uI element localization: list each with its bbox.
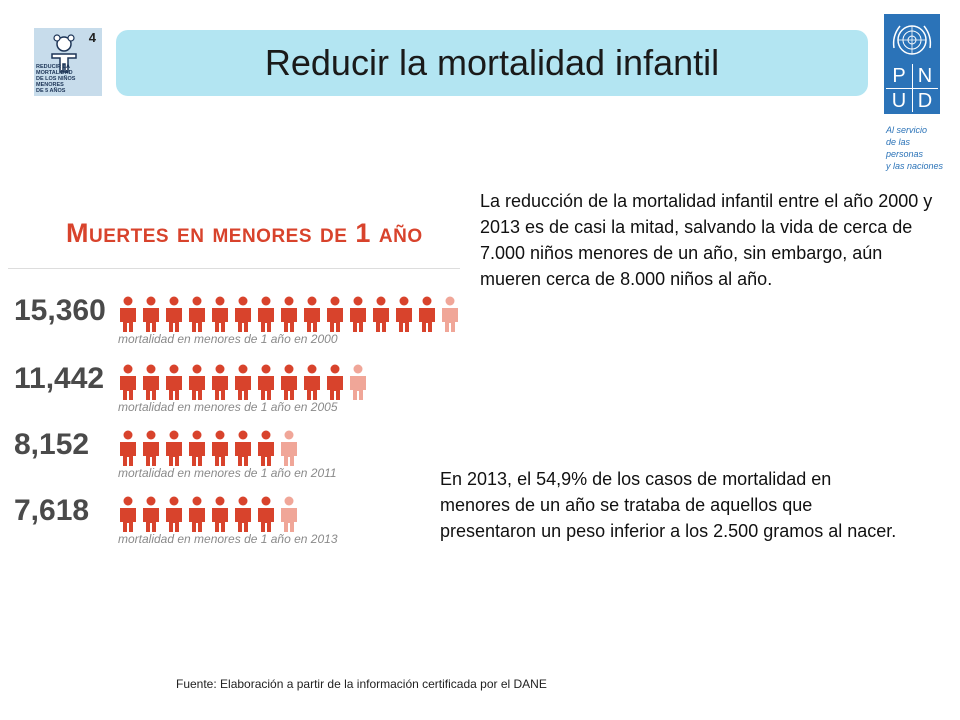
person-icon bbox=[258, 430, 274, 466]
person-icon bbox=[350, 364, 366, 400]
person-icon bbox=[373, 296, 389, 332]
people-figures bbox=[120, 496, 297, 532]
person-icon bbox=[212, 430, 228, 466]
pnud-tagline: Al servicio de las personas y las nacion… bbox=[886, 125, 944, 171]
person-icon bbox=[166, 296, 182, 332]
person-icon bbox=[166, 430, 182, 466]
people-figures bbox=[120, 430, 297, 466]
stat-row-2013: 7,618 mortalidad en menores de 1 año en … bbox=[14, 494, 454, 554]
people-figures bbox=[120, 296, 458, 332]
pnud-letter-n: N bbox=[917, 65, 933, 87]
person-icon bbox=[304, 364, 320, 400]
person-icon bbox=[212, 364, 228, 400]
person-icon bbox=[143, 364, 159, 400]
person-icon bbox=[327, 296, 343, 332]
person-icon bbox=[212, 296, 228, 332]
person-icon bbox=[258, 296, 274, 332]
pnud-divider-h bbox=[886, 88, 938, 89]
person-icon bbox=[327, 364, 343, 400]
mdg-goal-caption: REDUCIR LA MORTALIDAD DE LOS NIÑOS MENOR… bbox=[36, 64, 76, 94]
person-icon bbox=[281, 496, 297, 532]
stat-number: 11,442 bbox=[14, 362, 105, 395]
person-icon bbox=[235, 430, 251, 466]
stat-number: 7,618 bbox=[14, 494, 90, 527]
person-icon bbox=[189, 296, 205, 332]
mdg-goal-number: 4 bbox=[88, 30, 96, 45]
person-icon bbox=[189, 496, 205, 532]
un-emblem-icon bbox=[892, 25, 932, 55]
stat-caption: mortalidad en menores de 1 año en 2013 bbox=[118, 532, 338, 546]
person-icon bbox=[281, 296, 297, 332]
person-icon bbox=[189, 364, 205, 400]
stat-row-2000: 15,360 mortalidad en menores de 1 año en… bbox=[14, 294, 458, 354]
person-icon bbox=[166, 364, 182, 400]
person-icon bbox=[120, 430, 136, 466]
person-icon bbox=[143, 496, 159, 532]
person-icon bbox=[120, 364, 136, 400]
person-icon bbox=[442, 296, 458, 332]
stat-number: 8,152 bbox=[14, 428, 90, 461]
pnud-letter-p: P bbox=[892, 65, 906, 87]
source-note: Fuente: Elaboración a partir de la infor… bbox=[176, 677, 547, 691]
person-icon bbox=[258, 496, 274, 532]
person-icon bbox=[235, 496, 251, 532]
infographic-divider bbox=[8, 268, 460, 269]
person-icon bbox=[419, 296, 435, 332]
people-figures bbox=[120, 364, 366, 400]
person-icon bbox=[166, 496, 182, 532]
person-icon bbox=[189, 430, 205, 466]
person-icon bbox=[120, 296, 136, 332]
low-birth-weight-paragraph: En 2013, el 54,9% de los casos de mortal… bbox=[440, 469, 897, 541]
slide-title: Reducir la mortalidad infantil bbox=[264, 42, 720, 83]
stat-row-2005: 11,442 mortalidad en menores de 1 año en… bbox=[14, 362, 454, 422]
stat-caption: mortalidad en menores de 1 año en 2005 bbox=[118, 400, 338, 414]
stat-caption: mortalidad en menores de 1 año en 2000 bbox=[118, 332, 338, 346]
person-icon bbox=[281, 364, 297, 400]
infographic-heading: Muertes en menores de 1 año bbox=[66, 218, 423, 248]
child-icon bbox=[51, 34, 77, 73]
pnud-letter-d: D bbox=[917, 90, 933, 112]
person-icon bbox=[120, 496, 136, 532]
person-icon bbox=[235, 364, 251, 400]
person-icon bbox=[258, 364, 274, 400]
person-icon bbox=[304, 296, 320, 332]
summary-paragraph: La reducción de la mortalidad infantil e… bbox=[480, 191, 933, 289]
stat-caption: mortalidad en menores de 1 año en 2011 bbox=[118, 466, 337, 480]
person-icon bbox=[143, 296, 159, 332]
pnud-letter-u: U bbox=[891, 90, 907, 112]
pnud-logo: P N U D bbox=[884, 14, 940, 114]
person-icon bbox=[143, 430, 159, 466]
person-icon bbox=[396, 296, 412, 332]
person-icon bbox=[350, 296, 366, 332]
mdg-goal-badge: 4 REDUCIR LA MORTALIDAD DE LOS NIÑOS MEN… bbox=[34, 28, 102, 96]
stat-row-2011: 8,152 mortalidad en menores de 1 año en … bbox=[14, 428, 454, 488]
person-icon bbox=[235, 296, 251, 332]
person-icon bbox=[212, 496, 228, 532]
stat-number: 15,360 bbox=[14, 294, 106, 327]
title-bar: Reducir la mortalidad infantil bbox=[116, 30, 868, 96]
person-icon bbox=[281, 430, 297, 466]
